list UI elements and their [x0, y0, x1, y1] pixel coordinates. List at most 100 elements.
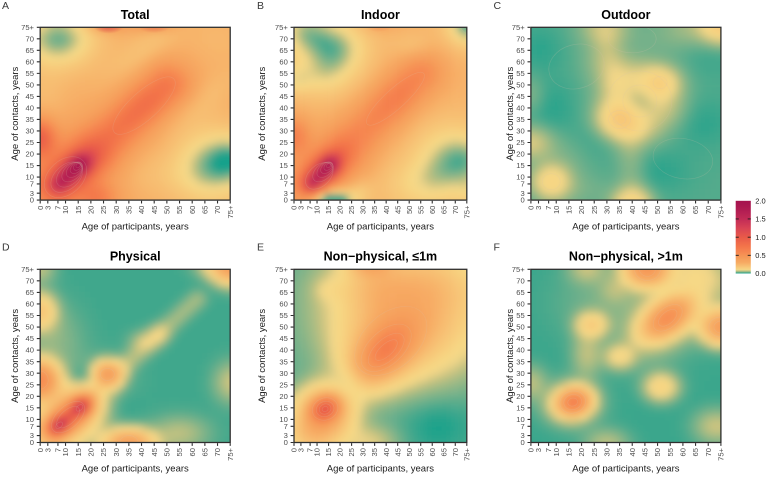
svg-text:Total: Total [121, 8, 150, 22]
svg-text:60: 60 [428, 206, 437, 214]
svg-text:3: 3 [30, 431, 34, 440]
svg-text:50: 50 [653, 206, 662, 214]
svg-text:Physical: Physical [110, 250, 161, 264]
svg-text:40: 40 [279, 104, 287, 113]
svg-text:75+: 75+ [275, 23, 288, 32]
svg-text:15: 15 [565, 206, 574, 214]
svg-text:3: 3 [43, 448, 52, 452]
svg-text:45: 45 [26, 92, 34, 101]
svg-text:60: 60 [188, 206, 197, 214]
svg-text:60: 60 [679, 206, 688, 214]
svg-text:60: 60 [188, 448, 197, 456]
svg-text:Age of contacts, years: Age of contacts, years [257, 66, 268, 160]
svg-text:A: A [2, 0, 9, 12]
svg-text:3: 3 [297, 206, 306, 210]
svg-text:C: C [494, 0, 502, 12]
svg-text:Outdoor: Outdoor [601, 8, 650, 22]
svg-text:10: 10 [26, 415, 34, 424]
svg-text:55: 55 [175, 448, 184, 456]
svg-text:70: 70 [516, 34, 524, 43]
svg-text:50: 50 [26, 81, 34, 90]
svg-text:55: 55 [26, 69, 34, 78]
svg-text:15: 15 [324, 206, 333, 214]
svg-text:25: 25 [347, 206, 356, 214]
svg-text:70: 70 [451, 206, 460, 214]
svg-text:50: 50 [279, 81, 287, 90]
svg-text:3: 3 [30, 189, 34, 198]
svg-text:45: 45 [516, 92, 524, 101]
svg-text:Age of participants, years: Age of participants, years [82, 464, 189, 475]
svg-text:70: 70 [26, 34, 34, 43]
svg-text:10: 10 [279, 173, 287, 182]
svg-text:30: 30 [112, 206, 121, 214]
svg-text:35: 35 [279, 115, 287, 124]
svg-text:30: 30 [26, 369, 34, 378]
svg-text:Age of participants, years: Age of participants, years [572, 221, 679, 232]
svg-text:25: 25 [26, 380, 34, 389]
svg-text:20: 20 [577, 206, 586, 214]
svg-text:65: 65 [201, 206, 210, 214]
svg-text:20: 20 [336, 206, 345, 214]
svg-text:50: 50 [26, 323, 34, 332]
svg-text:65: 65 [26, 46, 34, 55]
svg-text:3: 3 [520, 189, 524, 198]
svg-text:3: 3 [43, 206, 52, 210]
svg-text:75+: 75+ [462, 205, 471, 218]
svg-text:75+: 75+ [21, 265, 34, 274]
svg-text:40: 40 [26, 104, 34, 113]
svg-text:Age of participants, years: Age of participants, years [82, 221, 189, 232]
svg-text:35: 35 [516, 115, 524, 124]
svg-text:65: 65 [201, 448, 210, 456]
svg-text:50: 50 [163, 448, 172, 456]
svg-text:65: 65 [516, 46, 524, 55]
svg-text:60: 60 [279, 58, 287, 67]
svg-text:65: 65 [279, 46, 287, 55]
svg-text:55: 55 [26, 311, 34, 320]
svg-text:Age of participants, years: Age of participants, years [327, 221, 434, 232]
svg-text:70: 70 [213, 206, 222, 214]
svg-text:B: B [257, 0, 264, 12]
svg-text:35: 35 [125, 448, 134, 456]
svg-text:20: 20 [87, 448, 96, 456]
svg-text:55: 55 [666, 206, 675, 214]
svg-text:75+: 75+ [226, 205, 235, 218]
svg-text:50: 50 [163, 206, 172, 214]
svg-text:55: 55 [416, 206, 425, 214]
svg-text:60: 60 [26, 300, 34, 309]
svg-text:15: 15 [279, 161, 287, 170]
svg-text:45: 45 [26, 334, 34, 343]
svg-text:40: 40 [137, 448, 146, 456]
svg-text:15: 15 [74, 206, 83, 214]
svg-text:3: 3 [534, 206, 543, 210]
svg-text:20: 20 [279, 150, 287, 159]
svg-text:60: 60 [26, 58, 34, 67]
svg-text:10: 10 [26, 173, 34, 182]
svg-text:15: 15 [26, 161, 34, 170]
svg-text:30: 30 [26, 127, 34, 136]
svg-text:30: 30 [516, 127, 524, 136]
svg-text:15: 15 [74, 448, 83, 456]
svg-text:25: 25 [99, 206, 108, 214]
svg-text:Age of contacts, years: Age of contacts, years [505, 66, 516, 160]
svg-text:35: 35 [370, 206, 379, 214]
svg-text:65: 65 [691, 206, 700, 214]
svg-text:75+: 75+ [226, 447, 235, 460]
svg-text:70: 70 [213, 448, 222, 456]
svg-text:65: 65 [439, 206, 448, 214]
svg-text:35: 35 [26, 115, 34, 124]
svg-text:60: 60 [516, 58, 524, 67]
svg-text:10: 10 [552, 206, 561, 214]
svg-text:55: 55 [516, 69, 524, 78]
svg-text:30: 30 [279, 127, 287, 136]
svg-text:45: 45 [150, 448, 159, 456]
svg-text:40: 40 [26, 346, 34, 355]
svg-text:10: 10 [61, 206, 70, 214]
svg-text:20: 20 [26, 150, 34, 159]
svg-text:45: 45 [641, 206, 650, 214]
svg-text:10: 10 [516, 173, 524, 182]
svg-text:55: 55 [175, 206, 184, 214]
svg-text:15: 15 [516, 161, 524, 170]
svg-text:25: 25 [590, 206, 599, 214]
svg-text:10: 10 [313, 206, 322, 214]
svg-text:Indoor: Indoor [361, 8, 400, 22]
